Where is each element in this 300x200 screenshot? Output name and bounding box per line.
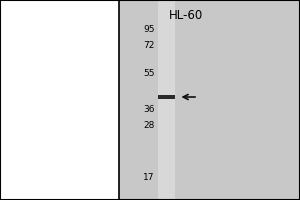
Text: 36: 36 bbox=[143, 104, 154, 114]
Bar bbox=[118, 0, 300, 200]
Bar bbox=[158, 95, 175, 99]
Text: 17: 17 bbox=[143, 172, 154, 182]
Text: HL-60: HL-60 bbox=[169, 9, 203, 22]
Bar bbox=[158, 0, 175, 200]
Text: 55: 55 bbox=[143, 70, 154, 78]
Text: 72: 72 bbox=[143, 40, 154, 49]
Text: 95: 95 bbox=[143, 24, 154, 33]
Text: 28: 28 bbox=[143, 120, 154, 130]
